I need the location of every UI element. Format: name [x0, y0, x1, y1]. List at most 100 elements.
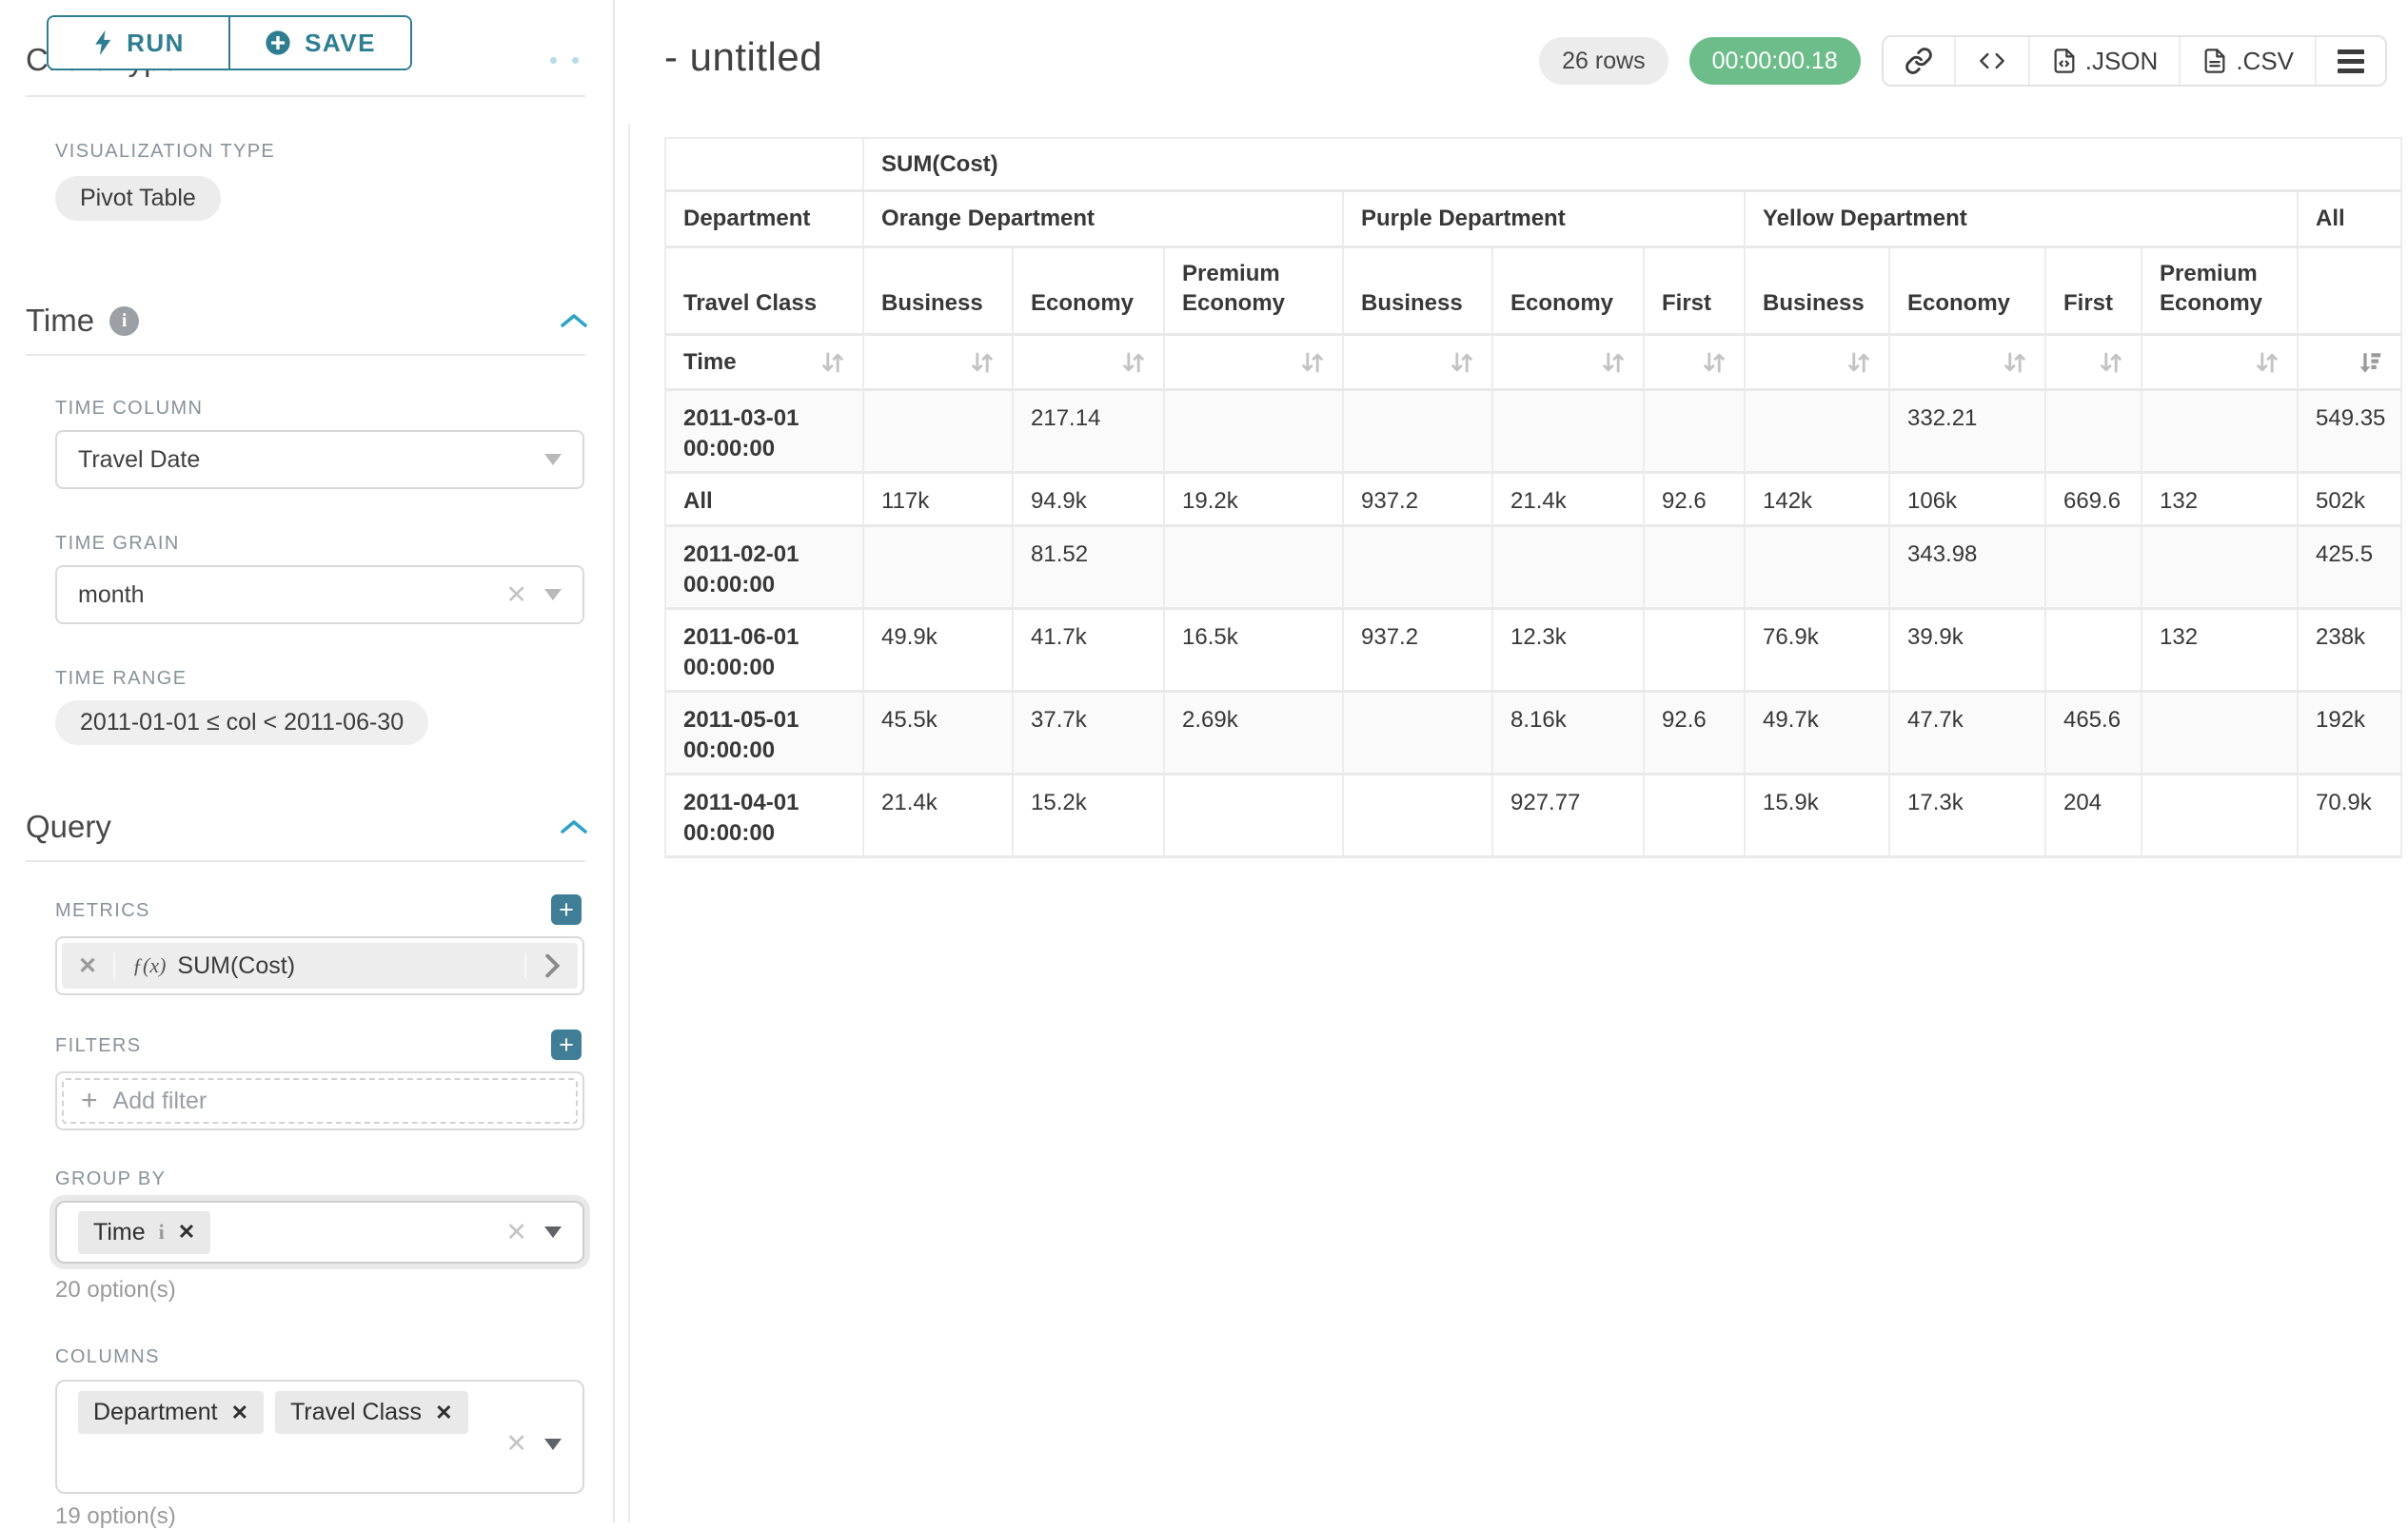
time-column-select[interactable]: Travel Date ✕: [55, 430, 584, 489]
remove-chip-icon[interactable]: ✕: [177, 1220, 196, 1244]
add-filter-button[interactable]: + Add filter: [62, 1078, 578, 1124]
clear-icon[interactable]: ✕: [505, 579, 527, 609]
share-link-button[interactable]: [1883, 37, 1954, 85]
export-json-button[interactable]: .JSON: [2027, 37, 2180, 85]
columns-select[interactable]: Department ✕ Travel Class ✕ ✕: [55, 1380, 584, 1494]
group-by-select[interactable]: Time i ✕ ✕: [55, 1201, 584, 1264]
travel-class-header: First: [2046, 248, 2142, 336]
columns-chip[interactable]: Travel Class ✕: [275, 1391, 468, 1434]
chevron-right-icon[interactable]: [524, 953, 578, 978]
file-text-icon: [2204, 49, 2225, 73]
chevron-down-icon[interactable]: [544, 1226, 562, 1238]
time-grain-value: month: [78, 580, 145, 608]
travel-class-header-row: Travel Class Business Economy Premium Ec…: [666, 248, 2403, 336]
pivot-table-container: SUM(Cost) Department Orange Department P…: [664, 137, 2403, 858]
chart-title: - untitled: [664, 34, 823, 79]
table-row: 2011-02-01 00:00:00 81.52 343.98 425.5: [666, 527, 2403, 610]
viz-type-pill[interactable]: Pivot Table: [55, 176, 221, 221]
panel-resize-handle[interactable]: [628, 124, 630, 1522]
travel-class-axis-label: Travel Class: [666, 248, 864, 336]
chip-label: Travel Class: [290, 1399, 423, 1425]
menu-button[interactable]: [2315, 37, 2385, 85]
travel-class-header: [2299, 248, 2403, 336]
filters-container: + Add filter: [55, 1071, 584, 1130]
sort-updown-icon[interactable]: [1601, 349, 1626, 376]
chevron-down-icon[interactable]: [544, 589, 562, 600]
save-button[interactable]: SAVE: [230, 17, 410, 69]
time-column-value: Travel Date: [78, 445, 201, 473]
run-button[interactable]: RUN: [49, 17, 230, 69]
department-group-header: Orange Department: [864, 192, 1344, 248]
time-range-label: TIME RANGE: [55, 668, 188, 689]
metric-header-cell: SUM(Cost): [864, 139, 2403, 192]
header-controls: 26 rows 00:00:00.18 .JSON .CSV: [1539, 35, 2387, 87]
chip-label: Time: [93, 1218, 146, 1246]
embed-code-button[interactable]: [1953, 37, 2028, 85]
remove-chip-icon[interactable]: ✕: [435, 1400, 453, 1424]
query-timer-badge: 00:00:00.18: [1688, 37, 1861, 85]
sort-updown-icon[interactable]: [820, 349, 845, 376]
sort-updown-icon[interactable]: [2003, 349, 2027, 376]
sort-updown-icon[interactable]: [1450, 349, 1474, 376]
add-filter-plus-button[interactable]: +: [551, 1030, 582, 1060]
travel-class-header: Economy: [1014, 248, 1165, 336]
chevron-up-icon[interactable]: [560, 312, 588, 329]
travel-class-header: Economy: [1890, 248, 2046, 336]
chevron-down-icon[interactable]: [544, 1438, 562, 1450]
export-button-group: .JSON .CSV: [1881, 35, 2387, 87]
link-icon: [1905, 48, 1932, 74]
metrics-label: METRICS: [55, 900, 150, 921]
time-range-pill[interactable]: 2011-01-01 ≤ col < 2011-06-30: [55, 700, 429, 745]
row-header: 2011-06-01 00:00:00: [666, 610, 864, 693]
sort-updown-icon[interactable]: [1702, 349, 1727, 376]
travel-class-header: Business: [1344, 248, 1493, 336]
chip-label: Department: [93, 1399, 218, 1425]
metrics-container: ✕ ƒ(x) SUM(Cost): [55, 936, 584, 995]
sort-updown-icon[interactable]: [1121, 349, 1146, 376]
plus-circle-icon: [266, 30, 290, 55]
add-metric-button[interactable]: +: [551, 894, 582, 925]
sort-updown-icon[interactable]: [1846, 349, 1871, 376]
columns-options-hint: 19 option(s): [55, 1503, 176, 1529]
chevron-up-icon[interactable]: [560, 818, 588, 835]
sort-desc-icon[interactable]: [2357, 349, 2383, 376]
clear-icon[interactable]: ✕: [505, 1429, 527, 1458]
chevron-down-icon[interactable]: [544, 454, 562, 465]
department-group-header: Yellow Department: [1746, 192, 2299, 248]
time-column-label: TIME COLUMN: [55, 398, 204, 419]
row-header: 2011-02-01 00:00:00: [666, 527, 864, 610]
time-grain-select[interactable]: month ✕: [55, 565, 584, 624]
query-section-header: Query: [26, 809, 588, 845]
save-label: SAVE: [305, 28, 376, 57]
export-csv-button[interactable]: .CSV: [2179, 37, 2315, 85]
sort-updown-icon[interactable]: [970, 349, 995, 376]
empty-corner-cell: [666, 139, 864, 192]
clear-icon[interactable]: ✕: [505, 1217, 527, 1246]
control-panel: Chart Type RUN SAVE VISUALIZATION TYPE P…: [0, 0, 615, 1529]
columns-label: COLUMNS: [55, 1346, 160, 1367]
table-row: 2011-04-01 00:00:00 21.4k 15.2k 927.77 15.9…: [666, 775, 2403, 858]
travel-class-header: Premium Economy: [2142, 248, 2299, 336]
info-icon: i: [158, 1220, 165, 1244]
plus-icon: +: [81, 1085, 98, 1116]
remove-metric-icon[interactable]: ✕: [62, 951, 115, 980]
group-by-chip[interactable]: Time i ✕: [78, 1210, 211, 1254]
time-section-title: Time: [26, 303, 95, 338]
department-axis-label: Department: [666, 192, 864, 248]
collapse-chevron-icon: [550, 57, 557, 64]
row-header: 2011-04-01 00:00:00: [666, 775, 864, 858]
sort-updown-icon[interactable]: [1300, 349, 1325, 376]
chart-area: - untitled 26 rows 00:00:00.18 .JSON .CS…: [617, 0, 2408, 1522]
table-row: 2011-03-01 00:00:00 217.14 332.21 549.35: [666, 391, 2403, 474]
columns-chip[interactable]: Department ✕: [78, 1391, 265, 1434]
row-header: 2011-05-01 00:00:00: [666, 693, 864, 775]
export-json-label: .JSON: [2084, 46, 2159, 75]
remove-chip-icon[interactable]: ✕: [230, 1400, 249, 1424]
divider: [26, 95, 585, 97]
hamburger-icon: [2338, 49, 2364, 73]
sort-updown-icon[interactable]: [2099, 349, 2123, 376]
sort-header-row: Time: [666, 336, 2403, 391]
metric-pill[interactable]: ✕ ƒ(x) SUM(Cost): [62, 943, 578, 989]
sort-updown-icon[interactable]: [2255, 349, 2280, 376]
department-group-header: Purple Department: [1344, 192, 1746, 248]
